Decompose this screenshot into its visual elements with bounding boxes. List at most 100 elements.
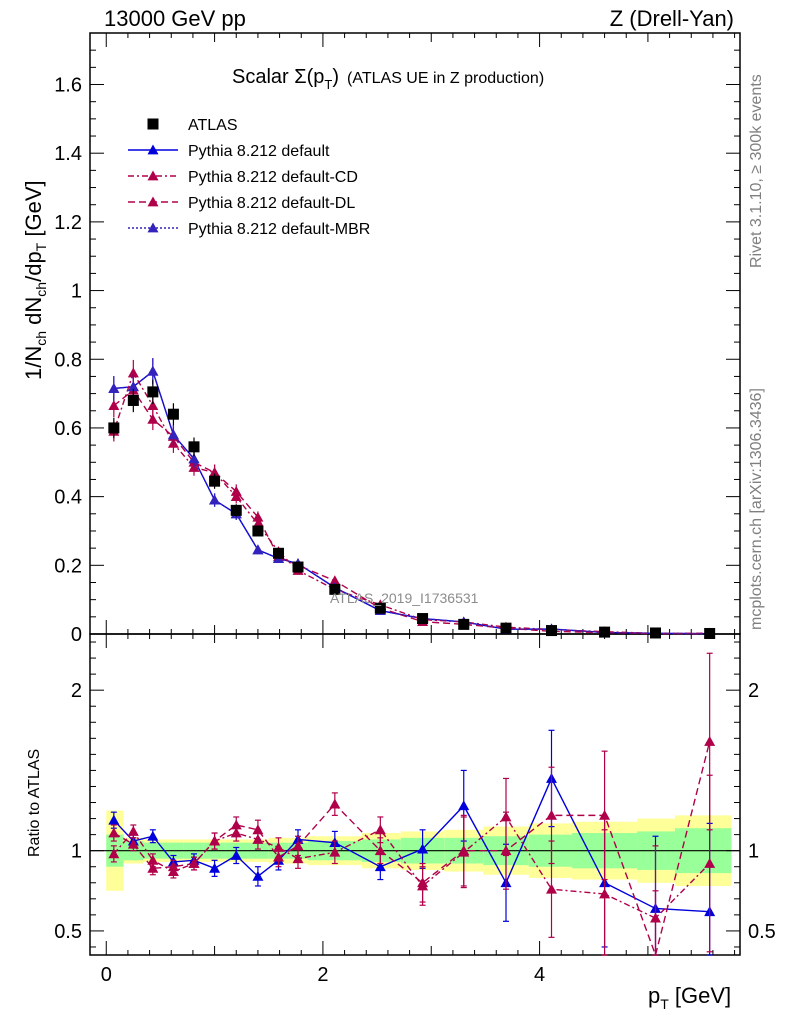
data-point-marker [167, 408, 179, 420]
legend-item: Pythia 8.212 default-MBR [128, 221, 370, 238]
data-point-marker [329, 798, 341, 809]
y-tick-label: 1 [71, 281, 82, 303]
data-point-marker [417, 843, 429, 854]
data-point-marker [147, 830, 159, 841]
data-point-marker [167, 861, 179, 872]
chart-title-note: (ATLAS UE in Z production) [347, 70, 544, 87]
data-point-marker [458, 618, 470, 630]
legend-label: Pythia 8.212 default-MBR [188, 221, 370, 238]
data-point-marker [127, 367, 139, 378]
data-point-marker [188, 441, 200, 453]
y-tick-label: 1.6 [54, 75, 82, 97]
y-tick-label: 1.2 [54, 212, 82, 234]
legend-label: Pythia 8.212 default [188, 143, 330, 160]
data-point-marker [292, 561, 304, 573]
data-point-marker [252, 544, 264, 555]
data-point-marker [329, 583, 341, 595]
data-point-marker [147, 222, 159, 233]
header-right-label: Z (Drell-Yan) [609, 6, 734, 31]
data-point-marker [108, 827, 120, 838]
ratio-y-tick-label-left: 1 [71, 841, 82, 863]
legend-label: ATLAS [188, 117, 238, 134]
data-point-marker [374, 602, 386, 614]
data-point-marker [147, 118, 159, 130]
data-point-marker [546, 883, 557, 894]
data-point-marker [209, 835, 221, 846]
data-point-marker [127, 394, 139, 406]
chart-title-end: ) [332, 66, 339, 88]
chart-title-sub: T [324, 77, 332, 92]
series-atlas [108, 379, 716, 639]
legend: ATLAS Pythia 8.212 default Pythia 8.212 de… [128, 117, 370, 238]
data-point-marker [147, 170, 159, 181]
x-tick-label: 4 [534, 964, 545, 986]
data-point-marker [252, 870, 264, 881]
data-point-marker [147, 386, 159, 398]
y-label-part4: [GeV] [21, 180, 46, 242]
data-point-marker [329, 846, 341, 857]
x-label-part2: [GeV] [669, 983, 731, 1008]
data-point-marker [704, 736, 716, 746]
data-point-marker [374, 845, 386, 856]
data-point-marker [546, 809, 557, 820]
ratio-plot-frame [89, 633, 741, 956]
legend-label: Pythia 8.212 default-CD [188, 169, 358, 186]
data-point-marker [292, 853, 304, 864]
data-point-marker [374, 861, 386, 872]
y-tick-label: 0.6 [54, 418, 82, 440]
data-point-marker [273, 547, 284, 559]
data-point-marker [704, 858, 716, 868]
data-point-marker [458, 800, 470, 811]
data-point-marker [704, 627, 716, 639]
data-point-marker [650, 627, 661, 639]
data-point-marker [108, 814, 120, 825]
data-point-marker [147, 400, 159, 411]
x-tick-label: 2 [317, 964, 328, 986]
ratio-pythia-8-212-default-dl [108, 652, 716, 958]
data-point-marker [188, 858, 200, 868]
data-point-marker [273, 851, 284, 862]
data-point-marker [230, 485, 242, 496]
data-point-marker [230, 504, 242, 516]
chart-title-main: Scalar Σ(p [232, 66, 324, 88]
data-point-marker [147, 144, 159, 155]
data-point-marker [147, 365, 159, 376]
data-point-marker [546, 625, 557, 637]
series-layer [108, 358, 716, 958]
y-axis-label: 1/Nch dNch/dpT [GeV] [21, 180, 49, 380]
y-tick-label: 0.8 [54, 349, 82, 371]
x-axis-label: pT [GeV] [648, 983, 731, 1012]
data-point-marker [127, 825, 139, 836]
data-point-marker [108, 848, 120, 859]
legend-label: Pythia 8.212 default-DL [188, 195, 355, 212]
data-point-marker [500, 845, 512, 856]
data-point-marker [147, 413, 159, 424]
ratio-y-tick-label-left: 2 [71, 680, 82, 702]
y-label-part1: 1/N [21, 346, 46, 380]
x-tick-label: 0 [101, 964, 112, 986]
legend-item: Pythia 8.212 default-CD [128, 169, 358, 186]
data-point-marker [188, 453, 200, 464]
data-point-marker [147, 862, 159, 873]
header-left-label: 13000 GeV pp [104, 6, 246, 31]
y-tick-label: 0.4 [54, 487, 82, 509]
y-label-sub1: ch [33, 331, 49, 346]
data-point-marker [417, 877, 429, 888]
y-label-part2: dN [21, 297, 46, 331]
data-point-marker [209, 494, 221, 505]
ratio-y-tick-label-right: 2 [748, 680, 759, 702]
data-point-marker [599, 626, 611, 638]
ratio-y-tick-label-right: 1 [748, 841, 759, 863]
data-point-marker [458, 845, 470, 856]
analysis-watermark: ATLAS_2019_I1736531 [330, 590, 479, 606]
chart-title: Scalar Σ(pT) (ATLAS UE in Z production) [232, 66, 544, 92]
data-point-marker [292, 840, 304, 851]
axes-frames [89, 32, 741, 956]
x-label-sub: T [660, 996, 669, 1012]
ratio-y-axis-label: Ratio to ATLAS [26, 749, 43, 857]
data-point-marker [108, 382, 120, 393]
data-point-marker [230, 849, 242, 860]
data-point-marker [252, 511, 264, 522]
data-point-marker [167, 429, 179, 440]
